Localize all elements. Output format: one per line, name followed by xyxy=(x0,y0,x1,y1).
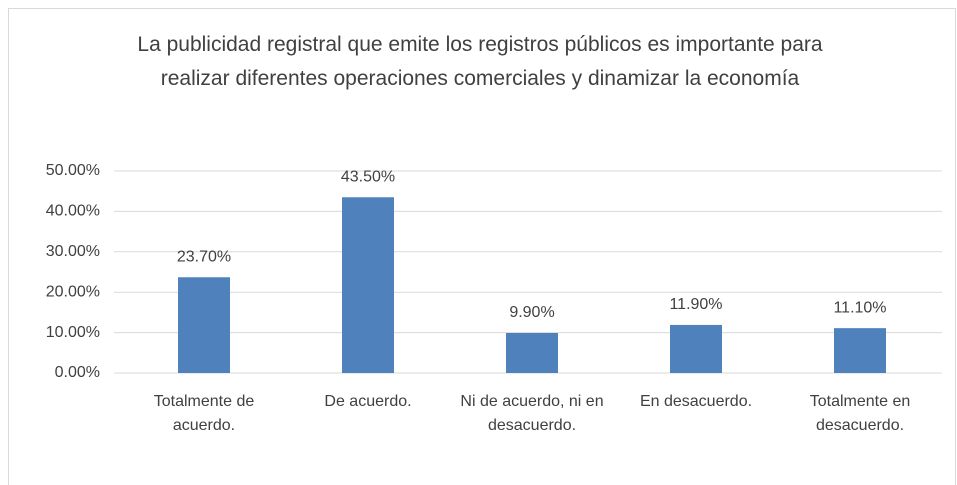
x-tick-label: Ni de acuerdo, ni en desacuerdo. xyxy=(460,393,604,434)
data-label: 43.50% xyxy=(341,168,395,185)
y-tick-label: 30.00% xyxy=(46,243,100,260)
data-label: 23.70% xyxy=(177,248,231,265)
bar xyxy=(342,197,394,373)
data-label: 11.10% xyxy=(833,299,886,316)
x-tick-label: Totalmente de acuerdo. xyxy=(153,393,255,434)
y-tick-label: 10.00% xyxy=(46,324,100,341)
bar xyxy=(670,324,722,373)
y-tick-label: 20.00% xyxy=(46,283,100,300)
x-tick-label: En desacuerdo. xyxy=(639,393,753,410)
chart-border xyxy=(8,8,956,485)
bar xyxy=(506,333,558,373)
chart-title: La publicidad registral que emite los re… xyxy=(137,33,823,90)
bar xyxy=(834,328,886,373)
y-tick-label: 50.00% xyxy=(46,162,100,179)
y-tick-label: 0.00% xyxy=(55,364,100,381)
bar xyxy=(178,277,230,373)
data-label: 11.90% xyxy=(669,296,722,313)
x-tick-label: Totalmente en desacuerdo. xyxy=(809,393,911,434)
x-tick-label: De acuerdo. xyxy=(324,393,412,410)
data-label: 9.90% xyxy=(509,304,554,321)
y-tick-label: 40.00% xyxy=(46,203,100,220)
